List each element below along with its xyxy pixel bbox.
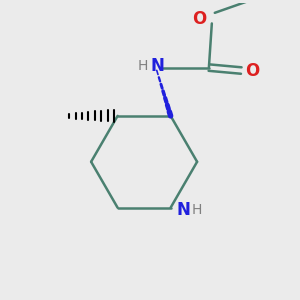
Text: H: H <box>138 59 148 73</box>
Text: H: H <box>192 203 202 217</box>
Text: N: N <box>150 57 164 75</box>
Text: O: O <box>245 61 259 80</box>
Text: N: N <box>177 201 190 219</box>
Text: O: O <box>192 10 206 28</box>
